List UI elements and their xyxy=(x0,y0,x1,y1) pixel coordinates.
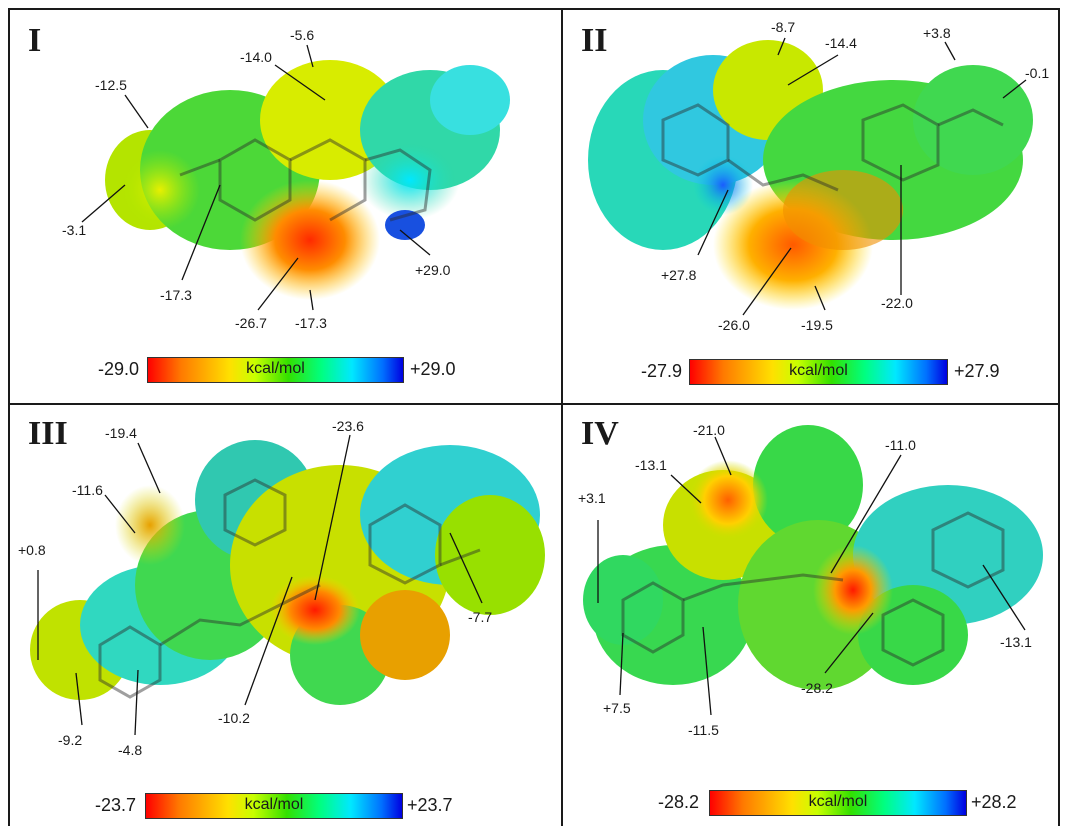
value-label: -19.5 xyxy=(801,317,833,333)
value-label: -13.1 xyxy=(1000,634,1032,650)
colorbar-max-iii: +23.7 xyxy=(407,795,453,815)
value-label: -11.0 xyxy=(885,437,916,453)
value-label: +3.1 xyxy=(578,490,606,506)
value-label: +7.5 xyxy=(603,700,631,716)
value-label: -8.7 xyxy=(771,19,795,35)
value-label: -9.2 xyxy=(58,732,82,748)
value-label: -26.0 xyxy=(718,317,750,333)
value-label: -19.4 xyxy=(105,425,137,441)
value-label: -5.6 xyxy=(290,27,314,43)
molecule-skeleton-ii xyxy=(661,103,1004,192)
value-label: +27.8 xyxy=(661,267,697,283)
value-label: -12.5 xyxy=(95,77,127,93)
value-label: -28.2 xyxy=(801,680,833,696)
panel-title-iii: III xyxy=(28,415,68,452)
panel-iv: -21.0 -11.0 -13.1 +3.1 +7.5 -11.5 -28.2 … xyxy=(563,405,1058,826)
value-label: +3.8 xyxy=(923,25,951,41)
surface-blobs-iii xyxy=(30,440,545,705)
panel-title-i: I xyxy=(28,22,42,59)
label-values-ii: -8.7 -14.4 +3.8 -0.1 +27.8 -26.0 -19.5 -… xyxy=(661,19,1049,333)
colorbar-max-iv: +28.2 xyxy=(971,792,1017,812)
label-values-iv: -21.0 -11.0 -13.1 +3.1 +7.5 -11.5 -28.2 … xyxy=(578,422,1032,738)
panel-title-ii: II xyxy=(581,22,608,59)
label-values-i: -12.5 -14.0 -5.6 -3.1 -17.3 -26.7 -17.3 … xyxy=(62,27,451,331)
panel-i: -12.5 -14.0 -5.6 -3.1 -17.3 -26.7 -17.3 … xyxy=(10,10,561,403)
grid-border-center xyxy=(561,8,563,826)
value-label: -3.1 xyxy=(62,222,86,238)
colorbar-unit-ii: kcal/mol xyxy=(789,362,848,379)
colorbar-unit-iv: kcal/mol xyxy=(808,793,868,810)
colorbar-i: kcal/mol xyxy=(147,357,404,383)
label-values-iii: -19.4 -23.6 -11.6 +0.8 -9.2 -4.8 -10.2 -… xyxy=(18,418,492,758)
value-label: -0.1 xyxy=(1025,65,1049,81)
colorbar-min-ii: -27.9 xyxy=(641,361,683,381)
grid-border-top xyxy=(8,8,1060,10)
surface-blobs-i xyxy=(105,60,510,300)
esp-surface-iv: -21.0 -11.0 -13.1 +3.1 +7.5 -11.5 -28.2 … xyxy=(578,422,1043,738)
value-label: -14.4 xyxy=(825,35,857,51)
value-label: -26.7 xyxy=(235,315,267,331)
colorbar-iv: kcal/mol xyxy=(709,790,967,816)
value-label: -22.0 xyxy=(881,295,913,311)
surface-blobs-iv xyxy=(583,425,1043,690)
panel-iii: -19.4 -23.6 -11.6 +0.8 -9.2 -4.8 -10.2 -… xyxy=(10,405,561,826)
value-label: -11.5 xyxy=(688,722,719,738)
esp-surface-i: -12.5 -14.0 -5.6 -3.1 -17.3 -26.7 -17.3 … xyxy=(62,27,510,331)
colorbar-ii: kcal/mol xyxy=(689,359,948,385)
colorbar-min-iii: -23.7 xyxy=(95,795,137,815)
value-label: -17.3 xyxy=(295,315,327,331)
surface-blobs-ii xyxy=(588,40,1033,310)
grid-border-middle xyxy=(8,403,1060,405)
value-label: -14.0 xyxy=(240,49,272,65)
colorbar-min-iv: -28.2 xyxy=(658,792,700,812)
value-label: +0.8 xyxy=(18,542,46,558)
colorbar-iii: kcal/mol xyxy=(145,793,403,819)
value-label: -13.1 xyxy=(635,457,667,473)
panel-title-iv: IV xyxy=(581,415,619,452)
value-label: -7.7 xyxy=(468,609,492,625)
colorbar-max-i: +29.0 xyxy=(410,359,456,379)
colorbar-min-i: -29.0 xyxy=(98,359,140,379)
esp-surface-ii: -8.7 -14.4 +3.8 -0.1 +27.8 -26.0 -19.5 -… xyxy=(588,19,1049,333)
panel-ii: -8.7 -14.4 +3.8 -0.1 +27.8 -26.0 -19.5 -… xyxy=(563,10,1058,403)
molecule-skeleton-iii xyxy=(98,478,481,699)
colorbar-unit-iii: kcal/mol xyxy=(244,796,304,813)
value-label: +29.0 xyxy=(415,262,451,278)
value-label: -17.3 xyxy=(160,287,192,303)
value-label: -23.6 xyxy=(332,418,364,434)
value-label: -4.8 xyxy=(118,742,142,758)
esp-surface-iii: -19.4 -23.6 -11.6 +0.8 -9.2 -4.8 -10.2 -… xyxy=(18,418,545,758)
colorbar-unit-i: kcal/mol xyxy=(246,360,305,377)
value-label: -11.6 xyxy=(72,482,103,498)
value-label: -10.2 xyxy=(218,710,250,726)
value-label: -21.0 xyxy=(693,422,725,438)
grid-border-right xyxy=(1058,8,1060,826)
grid-border-left xyxy=(8,8,10,826)
molecule-skeleton-i xyxy=(179,138,432,222)
colorbar-max-ii: +27.9 xyxy=(954,361,1000,381)
